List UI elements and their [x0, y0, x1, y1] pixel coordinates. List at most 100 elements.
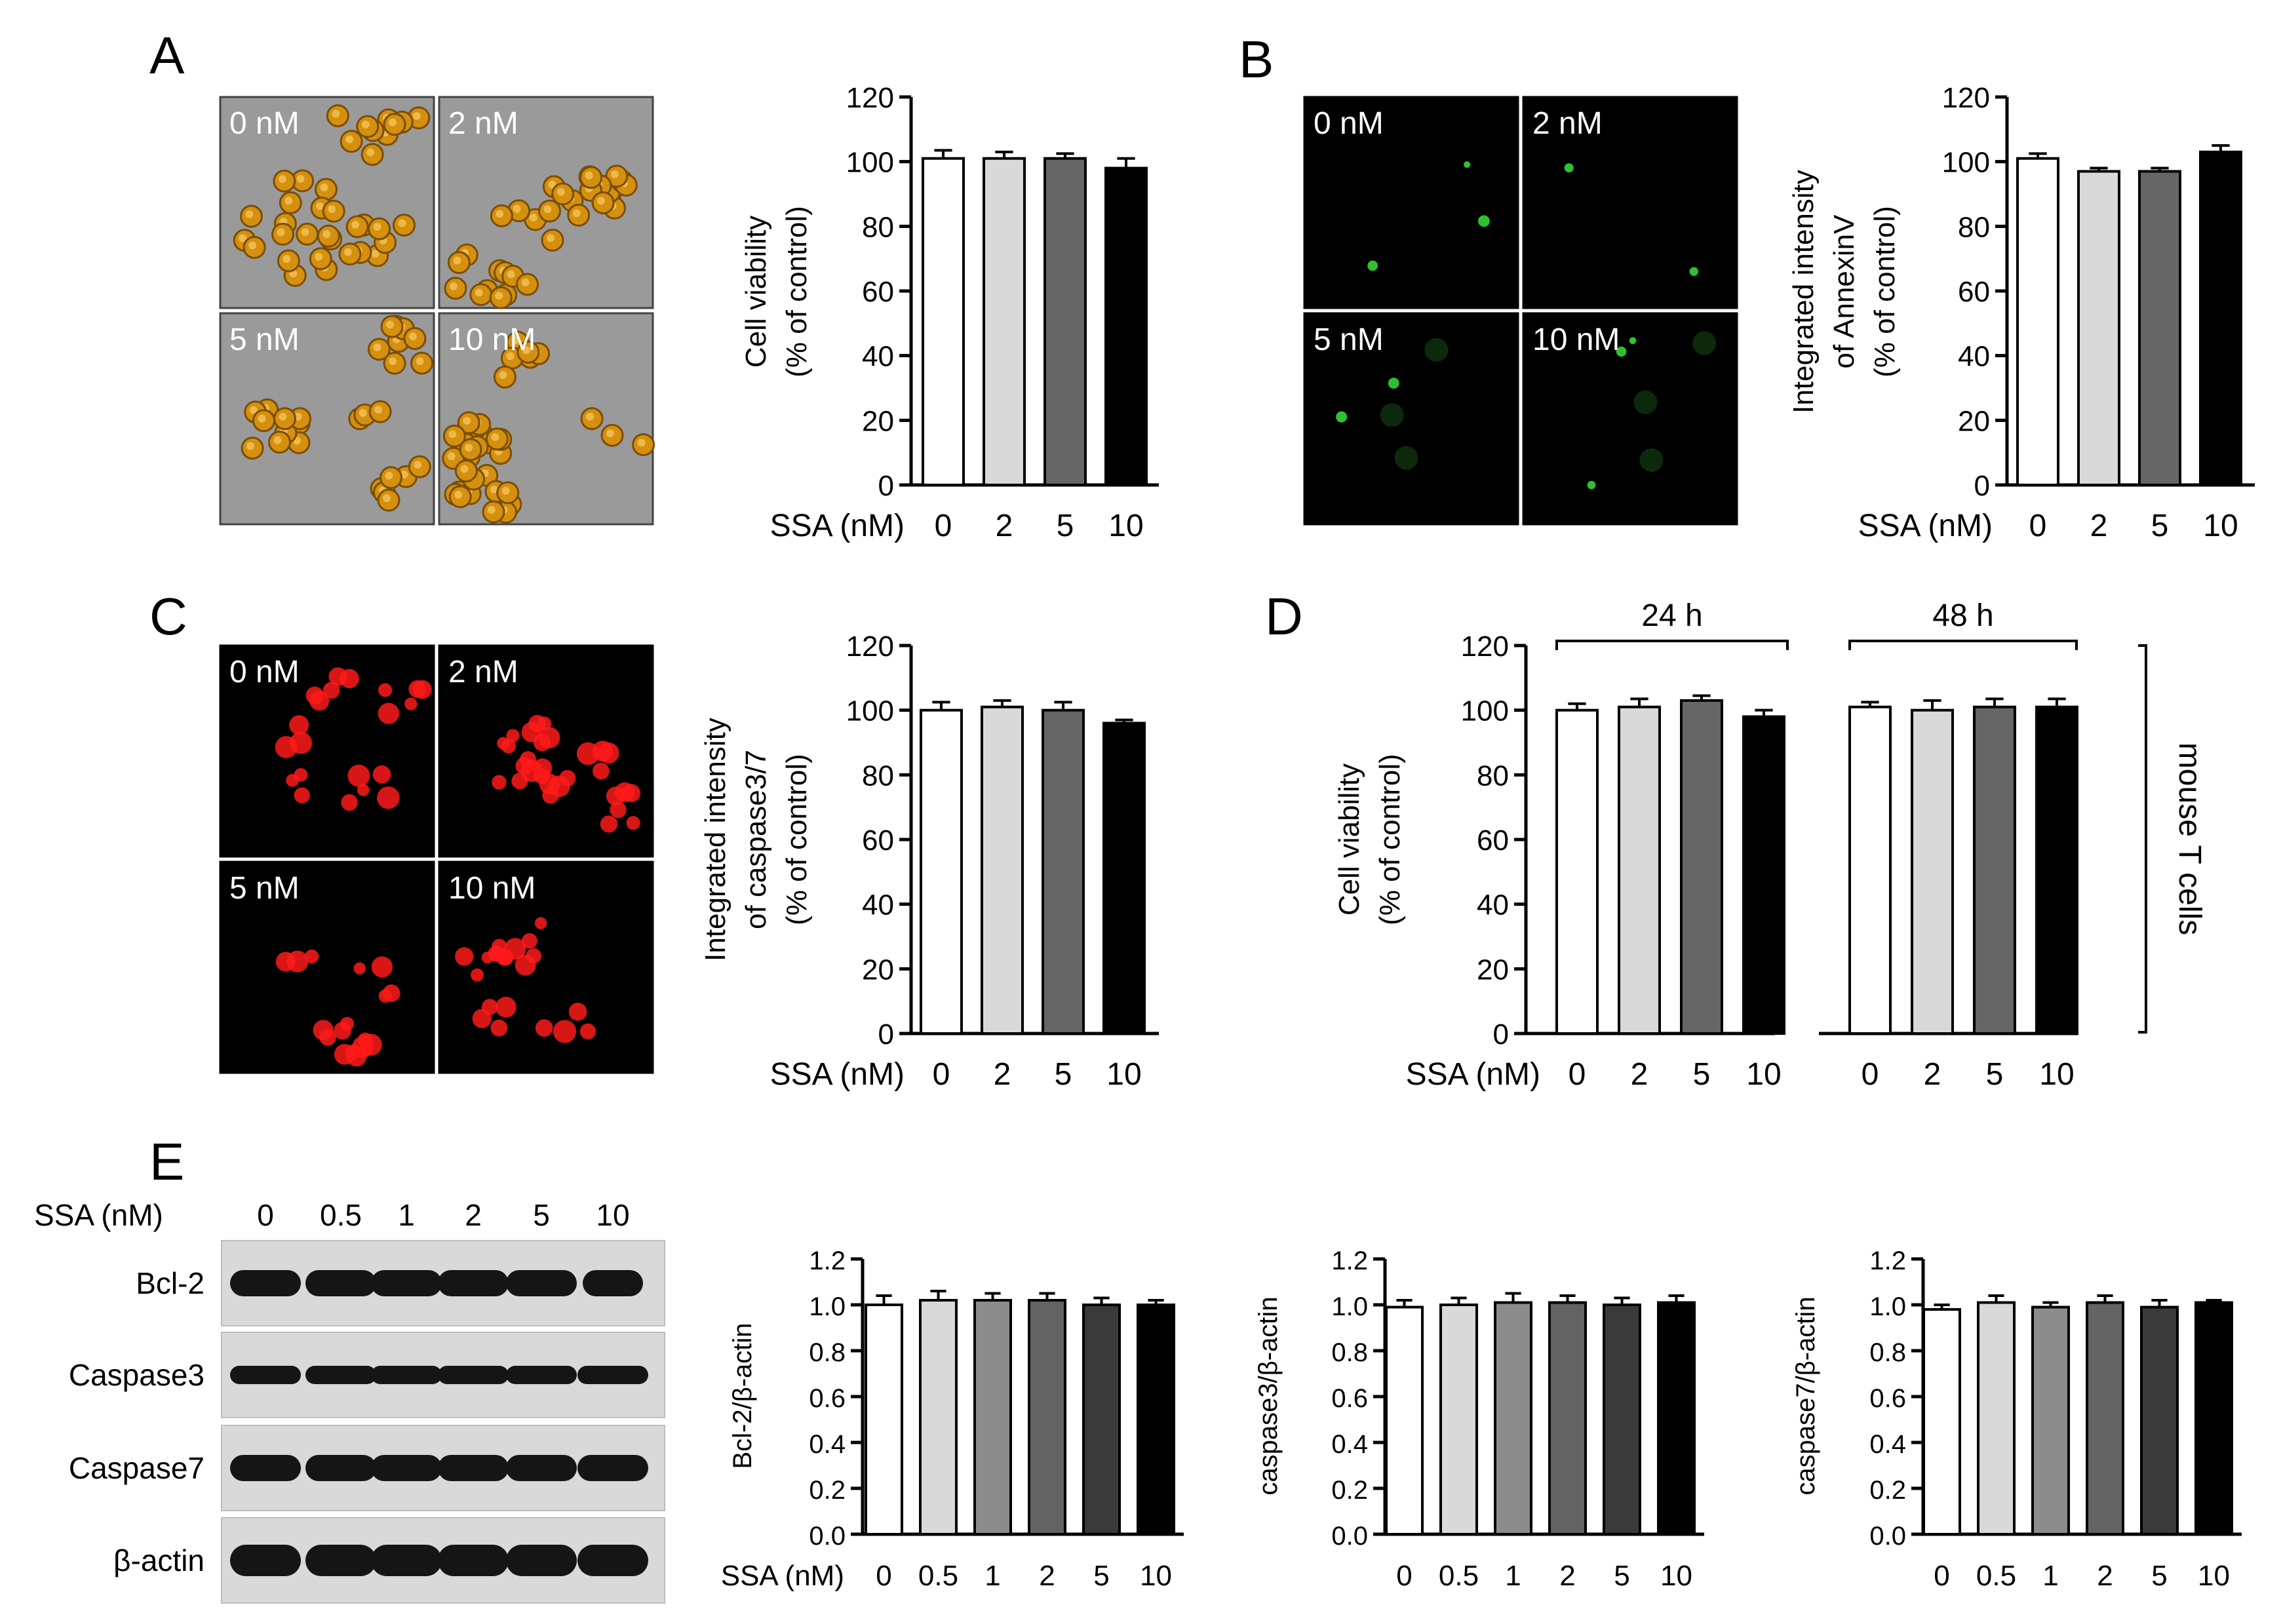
fluorescent-spot — [1564, 163, 1574, 173]
fluorescent-cell — [488, 945, 505, 962]
cell-highlight — [499, 371, 507, 379]
fluorescent-cell — [341, 794, 358, 811]
y-tick-label: 0.4 — [1869, 1430, 1906, 1459]
x-tick-label: 5 — [2151, 1560, 2167, 1592]
fluorescent-cell — [455, 947, 474, 966]
fluorescent-haze — [1424, 338, 1449, 362]
cell-highlight — [414, 461, 422, 469]
blot-header-label: SSA (nM) — [34, 1198, 163, 1232]
micrograph-tile: 5 nM — [219, 312, 435, 526]
cell-highlight — [296, 174, 305, 183]
cell-highlight — [382, 494, 391, 503]
bar — [2140, 1305, 2179, 1536]
group-bracket — [1848, 640, 2078, 650]
fluorescent-cell — [309, 691, 330, 711]
fluorescent-cell — [598, 742, 619, 764]
y-tick-label: 60 — [862, 824, 894, 857]
chart-e-caspase3: 0.0 0.2 0.4 0.6 0.8 1.0 1.2 caspase3/β-actin 0 0.… — [1254, 1247, 1704, 1592]
x-tick-label: 2 — [2090, 509, 2108, 543]
dose-label: 10 nM — [448, 871, 536, 906]
y-axis-title: Bcl-2/β-actin — [728, 1323, 757, 1469]
y-axis-title: (% of control) — [781, 206, 813, 377]
x-tick-label: 5 — [1986, 1057, 2004, 1092]
fluorescent-cell — [328, 667, 347, 686]
micrograph-tile: 10 nM — [438, 860, 654, 1074]
fluorescent-haze — [1633, 390, 1658, 414]
fluorescent-cell — [576, 742, 600, 765]
bar — [2199, 150, 2242, 486]
cell-highlight — [283, 254, 291, 263]
bar — [1028, 1299, 1066, 1536]
fluorescent-cell — [347, 764, 370, 787]
fluorescent-spot — [1616, 346, 1627, 357]
x-tick-label: 5 — [2151, 509, 2169, 543]
y-tick-label: 120 — [846, 82, 894, 114]
fluorescent-cell — [289, 715, 309, 735]
y-tick-label: 120 — [846, 630, 894, 663]
fluorescent-cell — [481, 999, 498, 1015]
cell-highlight — [495, 292, 503, 300]
blot-band — [371, 1455, 442, 1481]
cell-highlight — [248, 241, 257, 250]
cell-highlight — [465, 444, 473, 452]
cell-highlight — [279, 412, 287, 421]
y-tick-label: 1.0 — [809, 1292, 846, 1321]
bar — [2194, 1301, 2233, 1536]
fluorescent-haze — [1380, 403, 1404, 427]
y-axis-title: Cell viability — [740, 216, 772, 368]
micrograph-frame — [438, 860, 654, 1074]
x-tick-label: 0 — [876, 1560, 891, 1592]
fluorescent-cell — [404, 697, 418, 710]
blot-lane-label: 5 — [533, 1198, 550, 1232]
x-tick-label: 0 — [1396, 1560, 1412, 1592]
x-tick-label: 10 — [1108, 509, 1143, 543]
y-tick-label: 80 — [1958, 211, 1990, 243]
x-tick-label: 0 — [1862, 1057, 1879, 1092]
x-tick-label: 1 — [985, 1560, 1000, 1592]
cell-highlight — [490, 486, 498, 494]
micrograph-grid-b: 0 nM 2 nM 5 nM 10 nM — [1303, 96, 1738, 526]
bar — [1494, 1301, 1532, 1536]
y-tick-label: 1.2 — [1869, 1247, 1906, 1275]
y-tick-label: 1.0 — [1331, 1292, 1368, 1321]
panel-letter-e: E — [149, 1132, 184, 1191]
y-tick-label: 0.4 — [809, 1430, 846, 1459]
fluorescent-haze — [1394, 446, 1418, 470]
blot-row-label: β-actin — [113, 1543, 205, 1577]
cell-highlight — [543, 205, 552, 214]
y-tick-label: 20 — [862, 954, 894, 986]
y-tick-label: 0.8 — [1331, 1338, 1368, 1367]
fluorescent-haze — [1692, 331, 1717, 355]
blot-band — [577, 1366, 648, 1384]
fluorescent-cell — [538, 727, 560, 748]
blot-band — [577, 1545, 648, 1576]
bar — [1977, 1301, 2016, 1536]
x-tick-label: 10 — [1106, 1057, 1141, 1092]
y-tick-label: 0.0 — [809, 1522, 846, 1551]
bar — [1657, 1301, 1696, 1536]
cell-highlight — [546, 234, 555, 242]
fluorescent-haze — [1639, 448, 1664, 473]
fluorescent-cell — [568, 1003, 587, 1021]
micrograph-tile: 0 nM — [219, 96, 435, 309]
cell-highlight — [449, 282, 458, 290]
y-axis-title: caspase7/β-actin — [1791, 1296, 1820, 1495]
cell-highlight — [491, 433, 499, 441]
y-tick-label: 0 — [878, 1018, 894, 1051]
y-tick-label: 0 — [878, 470, 894, 502]
micrograph-grid-c: 0 nM 2 nM 5 nM 10 nM — [219, 644, 654, 1074]
cell-highlight — [447, 452, 456, 461]
y-tick-label: 120 — [1461, 630, 1509, 663]
blot-band — [506, 1366, 577, 1384]
y-tick-label: 0.4 — [1331, 1430, 1368, 1459]
bar — [1742, 715, 1785, 1035]
blot-row-label: Caspase3 — [69, 1358, 205, 1392]
y-tick-label: 60 — [1958, 276, 1990, 308]
fluorescent-cell — [294, 787, 310, 803]
bar — [1385, 1305, 1424, 1536]
x-tick-label: 0.5 — [1439, 1560, 1479, 1592]
cell-highlight — [487, 506, 496, 514]
bar — [920, 708, 963, 1035]
